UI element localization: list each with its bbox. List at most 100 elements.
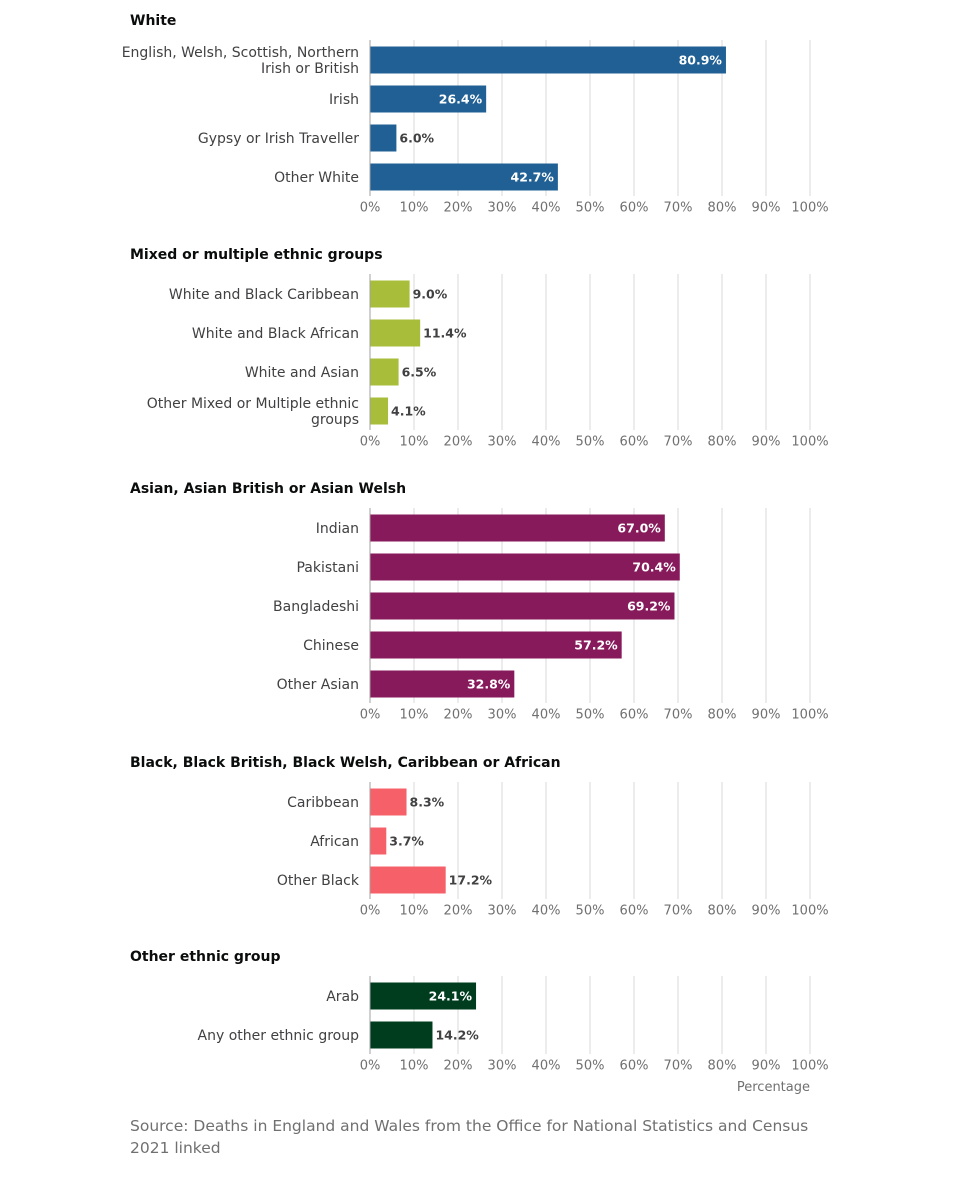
data-label: 24.1% — [429, 989, 473, 1004]
data-label: 6.5% — [402, 365, 437, 380]
tick-label: 60% — [620, 708, 649, 723]
category-label: White and Black African — [192, 326, 359, 342]
data-label: 26.4% — [439, 92, 483, 107]
bar — [370, 982, 477, 1010]
tick-label: 70% — [664, 1059, 693, 1074]
bar — [370, 631, 622, 659]
tick-label: 90% — [752, 904, 781, 919]
tick-label: 40% — [532, 201, 561, 216]
data-label: 32.8% — [467, 677, 511, 692]
bar — [370, 866, 446, 894]
tick-label: 30% — [488, 1059, 517, 1074]
data-label: 9.0% — [413, 287, 448, 302]
data-label: 42.7% — [511, 170, 555, 185]
tick-label: 0% — [360, 708, 381, 723]
tick-label: 80% — [708, 435, 737, 450]
panel-title: Asian, Asian British or Asian Welsh — [130, 481, 406, 497]
tick-label: 50% — [576, 435, 605, 450]
tick-label: 0% — [360, 1059, 381, 1074]
tick-label: 20% — [444, 708, 473, 723]
tick-label: 10% — [400, 1059, 429, 1074]
category-label: Other Asian — [277, 677, 359, 693]
category-label: Other White — [274, 170, 359, 186]
tick-label: 100% — [791, 708, 828, 723]
tick-label: 30% — [488, 904, 517, 919]
bar — [370, 670, 515, 698]
tick-label: 40% — [532, 708, 561, 723]
category-label: Pakistani — [296, 560, 359, 576]
x-axis-title: Percentage — [737, 1080, 810, 1095]
category-label: Caribbean — [287, 795, 359, 811]
data-label: 3.7% — [389, 834, 424, 849]
tick-label: 10% — [400, 904, 429, 919]
tick-label: 60% — [620, 1059, 649, 1074]
category-label: White and Black Caribbean — [169, 287, 359, 303]
data-label: 57.2% — [574, 638, 618, 653]
category-label: Bangladeshi — [273, 599, 359, 615]
tick-label: 20% — [444, 435, 473, 450]
category-label: Gypsy or Irish Traveller — [198, 131, 359, 147]
tick-label: 20% — [444, 1059, 473, 1074]
tick-label: 80% — [708, 201, 737, 216]
tick-label: 50% — [576, 201, 605, 216]
panel-title: Mixed or multiple ethnic groups — [130, 247, 383, 263]
data-label: 17.2% — [449, 873, 493, 888]
bar — [370, 592, 675, 620]
data-label: 69.2% — [627, 599, 671, 614]
tick-label: 20% — [444, 201, 473, 216]
category-label: Other Mixed or Multiple ethnic — [147, 396, 359, 412]
category-label: Arab — [326, 989, 359, 1005]
category-label: Irish — [329, 92, 359, 108]
category-label: English, Welsh, Scottish, Northern — [122, 45, 359, 61]
tick-label: 30% — [488, 435, 517, 450]
bar — [370, 85, 487, 113]
tick-label: 70% — [664, 435, 693, 450]
tick-label: 70% — [664, 708, 693, 723]
tick-label: 60% — [620, 904, 649, 919]
tick-label: 10% — [400, 435, 429, 450]
data-label: 8.3% — [410, 795, 445, 810]
tick-label: 90% — [752, 435, 781, 450]
tick-label: 0% — [360, 201, 381, 216]
tick-label: 80% — [708, 1059, 737, 1074]
tick-label: 30% — [488, 201, 517, 216]
tick-label: 80% — [708, 708, 737, 723]
data-label: 4.1% — [391, 404, 426, 419]
tick-label: 100% — [791, 1059, 828, 1074]
bar — [370, 788, 407, 816]
tick-label: 70% — [664, 201, 693, 216]
tick-label: 0% — [360, 904, 381, 919]
tick-label: 60% — [620, 435, 649, 450]
bar — [370, 553, 680, 581]
tick-label: 50% — [576, 1059, 605, 1074]
bar — [370, 319, 421, 347]
bar — [370, 1021, 433, 1049]
category-label: Any other ethnic group — [198, 1028, 360, 1044]
tick-label: 0% — [360, 435, 381, 450]
data-label: 14.2% — [435, 1028, 479, 1043]
bar — [370, 397, 389, 425]
bar — [370, 163, 558, 191]
category-label: White and Asian — [245, 365, 359, 381]
category-label: Irish or British — [261, 61, 359, 77]
tick-label: 20% — [444, 904, 473, 919]
bar — [370, 124, 397, 152]
tick-label: 40% — [532, 435, 561, 450]
tick-label: 80% — [708, 904, 737, 919]
tick-label: 30% — [488, 708, 517, 723]
category-label: Other Black — [277, 873, 360, 889]
tick-label: 90% — [752, 1059, 781, 1074]
bar — [370, 280, 410, 308]
panel-title: Black, Black British, Black Welsh, Carib… — [130, 755, 561, 771]
panel-title: White — [130, 13, 176, 29]
data-label: 70.4% — [632, 560, 676, 575]
bar — [370, 46, 726, 74]
category-label: African — [310, 834, 359, 850]
data-label: 67.0% — [617, 521, 661, 536]
category-label: Indian — [316, 521, 359, 537]
tick-label: 100% — [791, 435, 828, 450]
bar — [370, 514, 665, 542]
category-label: Chinese — [303, 638, 359, 654]
